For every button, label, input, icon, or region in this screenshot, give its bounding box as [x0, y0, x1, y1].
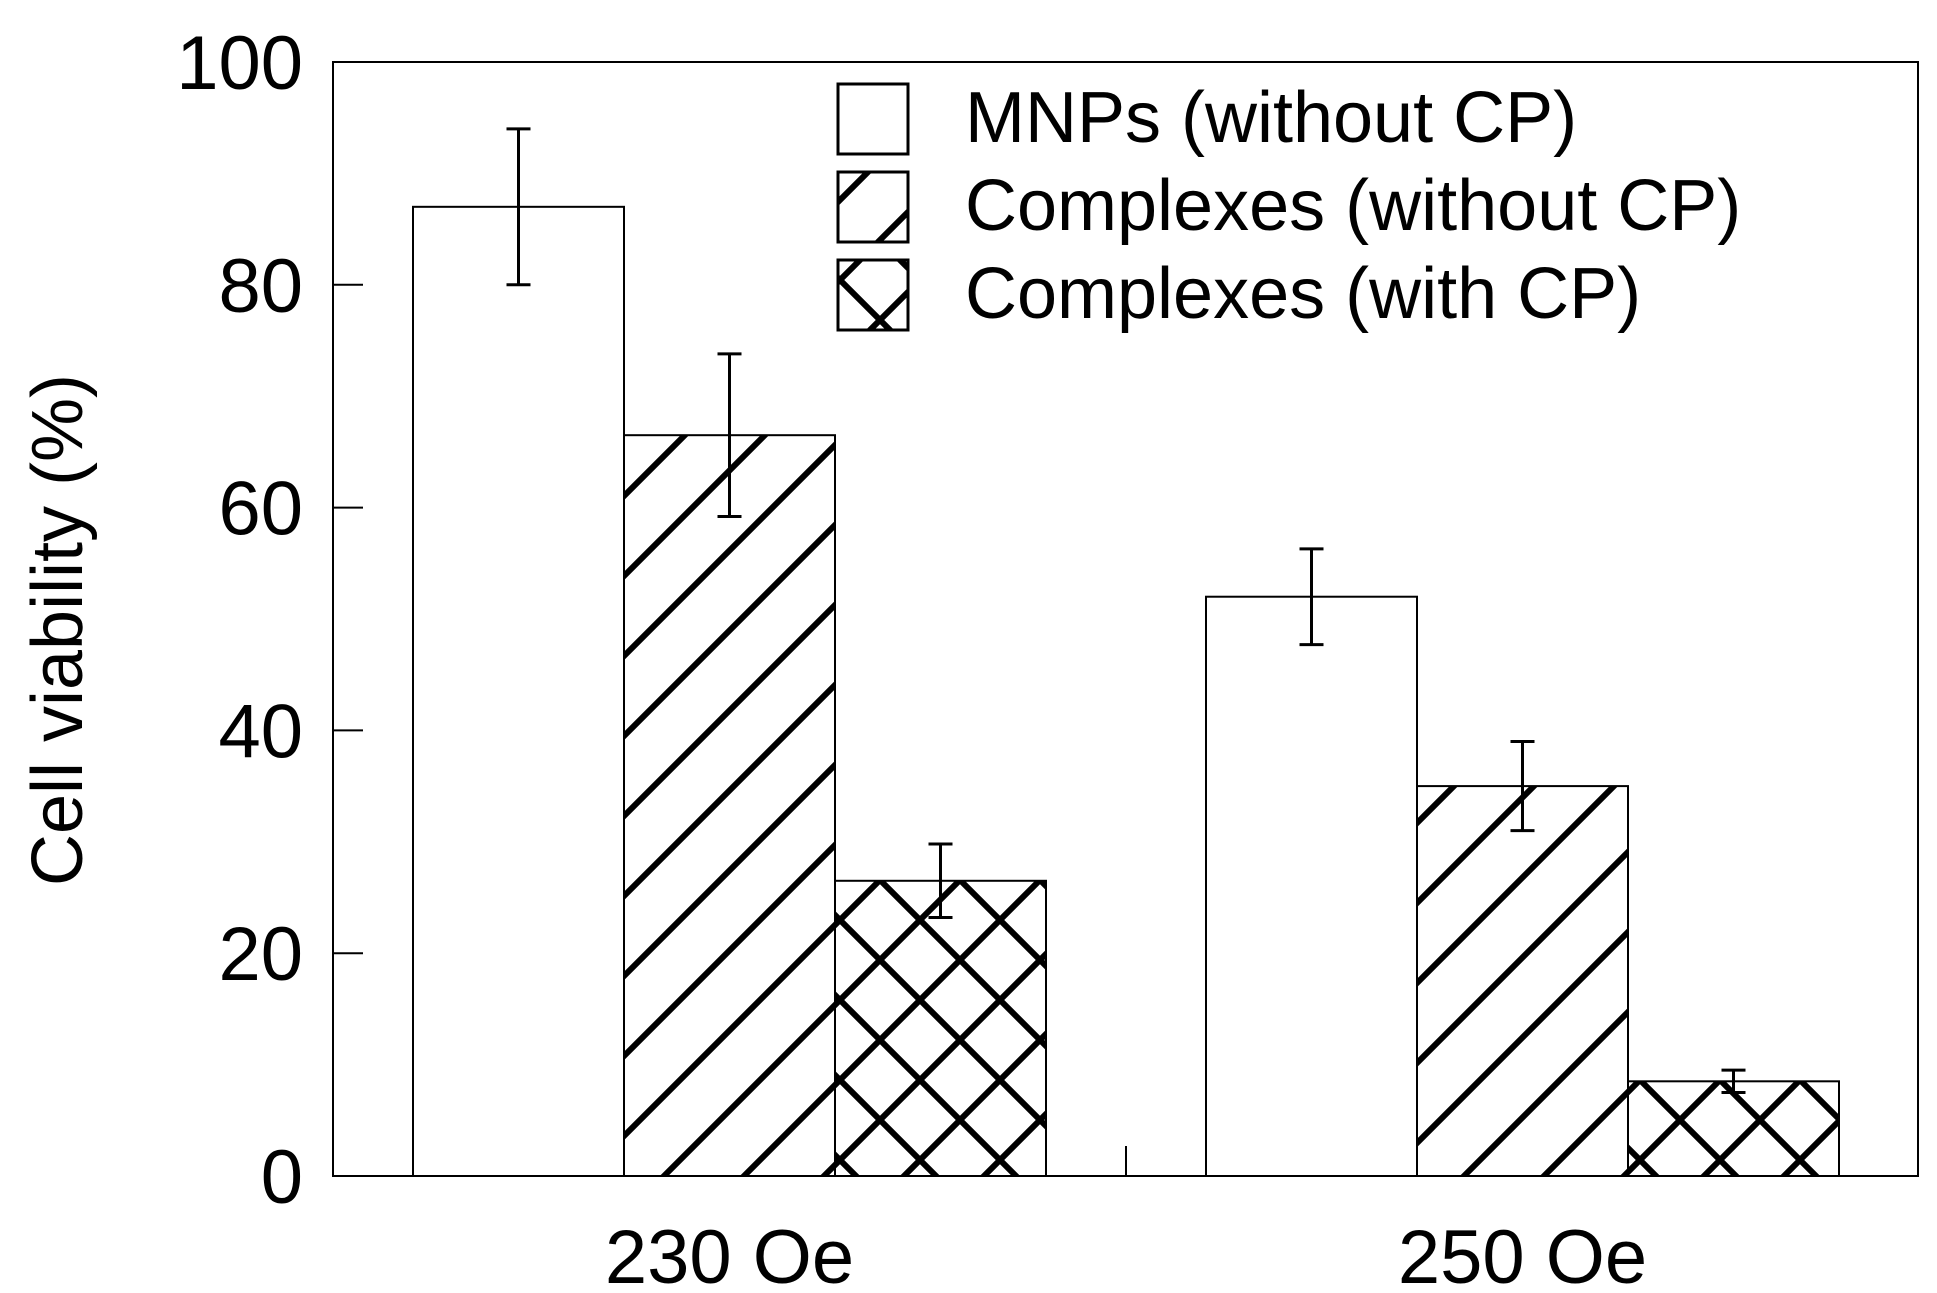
bar-2-2 — [1416, 785, 1629, 1177]
error-bars-layer — [506, 127, 1746, 1094]
y-tick-label: 20 — [218, 912, 303, 997]
legend-label-2: Complexes (without CP) — [965, 166, 1741, 246]
legend-swatch-3 — [836, 258, 910, 332]
legend-swatch-1 — [836, 82, 910, 156]
bar-3-1 — [834, 879, 1047, 1177]
y-tick-label: 100 — [176, 21, 303, 106]
bar-2-1 — [623, 434, 836, 1177]
y-tick-label: 60 — [218, 467, 303, 552]
bars-layer — [412, 205, 1840, 1178]
bar-1-1 — [412, 205, 625, 1177]
bar-1-2 — [1205, 595, 1418, 1177]
y-axis-title: Cell viability (%) — [18, 374, 98, 886]
x-category-label: 250 Oe — [1398, 1215, 1647, 1293]
legend-label-1: MNPs (without CP) — [965, 78, 1577, 158]
legend-label-3: Complexes (with CP) — [965, 254, 1641, 334]
bar-3-2 — [1627, 1080, 1840, 1178]
axes-layer: 0 20 40 60 80 100 230 Oe 250 Oe — [176, 21, 1919, 1293]
legend: MNPs (without CP)Complexes (without CP)C… — [836, 78, 1741, 334]
x-category-label: 230 Oe — [605, 1215, 854, 1293]
legend-swatch-2 — [836, 170, 910, 244]
y-tick-label: 40 — [218, 689, 303, 774]
y-tick-label: 0 — [261, 1135, 303, 1220]
y-tick-label: 80 — [218, 244, 303, 329]
